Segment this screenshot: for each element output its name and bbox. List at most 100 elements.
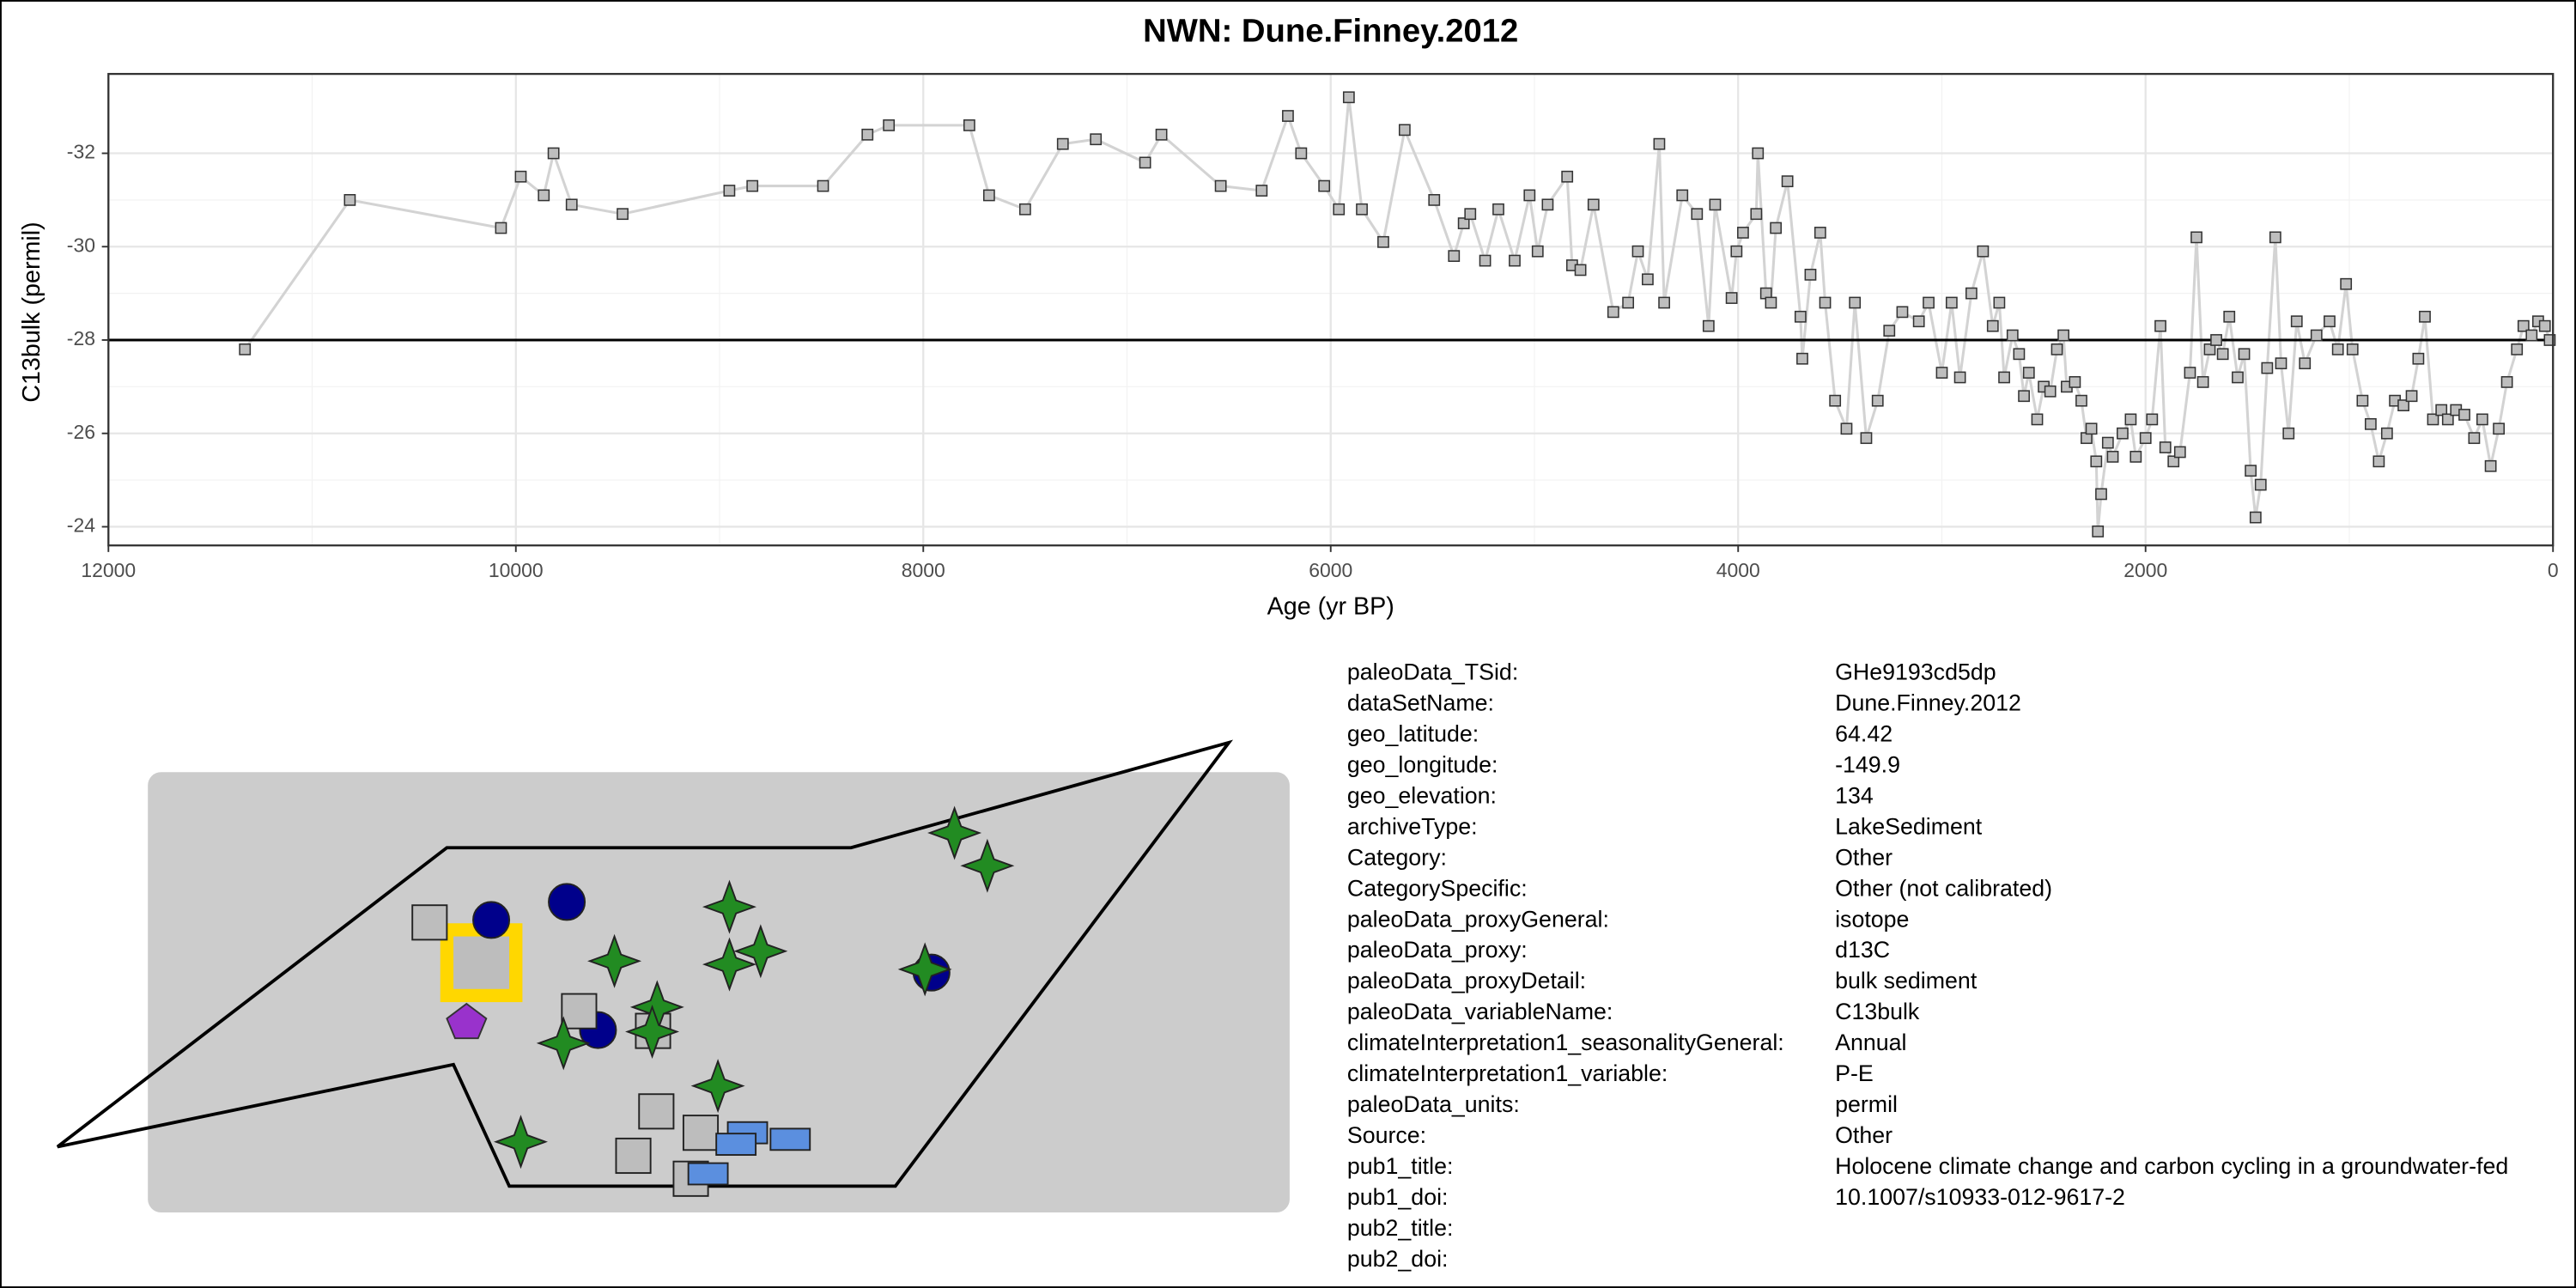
data-point: [1448, 250, 1461, 263]
map: [56, 739, 1290, 1212]
data-point: [2022, 367, 2035, 379]
data-point: [495, 222, 507, 234]
data-point: [1840, 422, 1853, 435]
data-point: [1642, 273, 1654, 286]
data-point: [1492, 203, 1504, 216]
data-point: [2232, 371, 2244, 384]
meta-key: paleoData_proxyDetail:: [1347, 968, 1586, 993]
data-point: [1676, 189, 1689, 202]
data-point: [2525, 329, 2538, 342]
meta-value: Annual: [1835, 1030, 1906, 1055]
data-point: [2090, 455, 2103, 468]
data-point: [1794, 310, 1807, 323]
data-point: [2324, 315, 2336, 328]
data-point: [1523, 189, 1536, 202]
data-point: [1342, 91, 1355, 104]
data-point: [1804, 268, 1817, 281]
data-point: [1333, 203, 1346, 216]
data-point: [2057, 329, 2070, 342]
meta-value: -149.9: [1835, 751, 1900, 777]
data-point: [2310, 329, 2323, 342]
data-point: [1750, 208, 1763, 221]
data-point: [2190, 231, 2202, 244]
meta-key: CategorySpecific:: [1347, 875, 1528, 901]
data-point: [2364, 417, 2377, 430]
data-point: [2500, 376, 2513, 388]
meta-key: pub1_title:: [1347, 1153, 1454, 1179]
data-point: [2167, 455, 2180, 468]
data-point: [1935, 367, 1948, 379]
data-point: [2044, 385, 2057, 398]
meta-key: pub1_doi:: [1347, 1184, 1449, 1210]
data-point: [1457, 217, 1470, 229]
meta-key: paleoData_units:: [1347, 1091, 1520, 1117]
data-point: [1018, 203, 1031, 216]
data-point: [1709, 198, 1722, 211]
y-tick-label: -32: [67, 141, 95, 163]
data-point: [1702, 319, 1715, 332]
y-tick-label: -24: [67, 514, 95, 537]
meta-value: C13bulk: [1835, 999, 1920, 1024]
data-point: [1653, 137, 1666, 150]
data-point: [1998, 371, 2010, 384]
data-point: [1993, 296, 2006, 309]
metadata-table: paleoData_TSid: GHe9193cd5dp dataSetName: D…: [1347, 659, 2508, 1272]
meta-key: pub2_doi:: [1347, 1246, 1449, 1272]
x-axis-label: Age (yr BP): [1267, 592, 1394, 620]
data-point: [1139, 156, 1151, 169]
meta-key: dataSetName:: [1347, 690, 1494, 715]
data-point: [982, 189, 995, 202]
data-point: [2261, 361, 2274, 374]
data-point: [1977, 245, 1990, 258]
data-point: [1574, 264, 1587, 276]
meta-value: Other (not calibrated): [1835, 875, 2052, 901]
meta-key: paleoData_variableName:: [1347, 999, 1613, 1024]
data-point: [565, 198, 578, 211]
data-point: [2092, 526, 2105, 538]
data-point: [1479, 254, 1492, 267]
data-point: [1691, 208, 1704, 221]
x-tick-label: 8000: [902, 559, 945, 581]
data-point: [1377, 235, 1389, 248]
data-point: [1398, 124, 1411, 137]
data-point: [1155, 128, 1168, 141]
meta-value: Other: [1835, 844, 1893, 870]
y-axis-label: C13bulk (permil): [18, 222, 46, 402]
data-point: [1255, 185, 1268, 197]
meta-value: Holocene climate change and carbon cycli…: [1835, 1153, 2508, 1179]
meta-value: permil: [1835, 1091, 1898, 1117]
data-point: [2129, 451, 2142, 463]
data-point: [1056, 137, 1069, 150]
data-point: [2254, 478, 2267, 491]
data-point: [343, 194, 356, 206]
data-point: [1965, 287, 1978, 300]
data-point: [1765, 296, 1777, 309]
data-point: [2223, 310, 2236, 323]
meta-value: LakeSediment: [1835, 813, 1983, 839]
data-point: [2331, 343, 2344, 355]
meta-value: d13C: [1835, 937, 1890, 963]
land: [148, 772, 1290, 1212]
meta-value: 134: [1835, 782, 1874, 808]
data-point: [2106, 451, 2119, 463]
data-point: [1953, 371, 1966, 384]
data-point: [2282, 427, 2295, 440]
data-point: [2069, 376, 2081, 388]
data-point: [817, 179, 829, 192]
meta-key: climateInterpretation1_seasonalityGenera…: [1347, 1030, 1784, 1055]
meta-value: Other: [1835, 1122, 1893, 1148]
data-point: [1986, 319, 1999, 332]
data-point: [1607, 306, 1619, 319]
data-point: [239, 343, 252, 355]
data-point: [2117, 427, 2129, 440]
data-point: [1464, 208, 1477, 221]
data-point: [2159, 441, 2172, 453]
data-point: [2124, 413, 2137, 426]
meta-key: Category:: [1347, 844, 1447, 870]
data-point: [538, 189, 550, 202]
data-point: [2018, 390, 2030, 403]
data-point: [2468, 432, 2481, 445]
data-point: [2196, 376, 2209, 388]
data-point: [2346, 343, 2359, 355]
data-point: [2435, 404, 2448, 416]
